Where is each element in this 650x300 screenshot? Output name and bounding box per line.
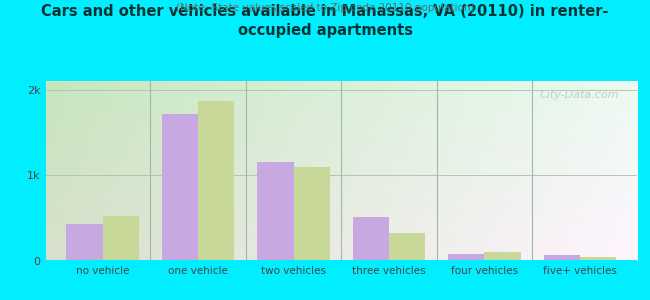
Bar xyxy=(66,224,103,261)
Bar xyxy=(389,233,425,261)
Bar xyxy=(543,255,580,261)
Bar xyxy=(198,101,235,261)
Bar xyxy=(484,252,521,261)
Bar xyxy=(103,216,139,261)
Bar xyxy=(580,257,616,261)
Bar xyxy=(448,254,484,261)
Bar xyxy=(257,162,294,261)
Text: (Note: State values scaled to Zip code 20110 population): (Note: State values scaled to Zip code 2… xyxy=(176,3,474,13)
Bar xyxy=(353,217,389,261)
Bar xyxy=(294,167,330,261)
Bar xyxy=(162,114,198,261)
Text: Cars and other vehicles available in Manassas, VA (20110) in renter-
occupied ap: Cars and other vehicles available in Man… xyxy=(41,4,609,38)
Text: City-Data.com: City-Data.com xyxy=(540,90,619,100)
